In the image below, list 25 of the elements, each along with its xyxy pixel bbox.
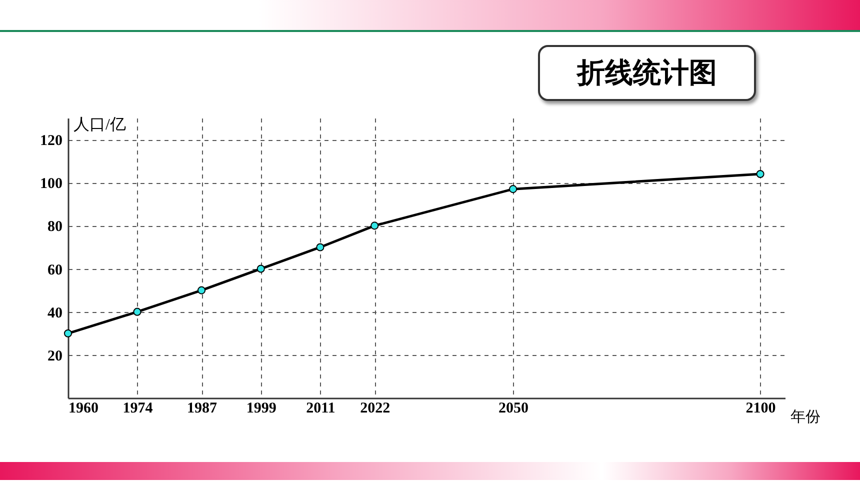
- point: [133, 308, 142, 316]
- y-tick-label: 60: [48, 262, 62, 278]
- x-tick-label: 2011: [306, 400, 336, 416]
- x-tick-label: 1999: [246, 400, 276, 416]
- x-tick-label: 1974: [122, 400, 154, 416]
- point: [756, 170, 764, 178]
- point: [64, 329, 72, 338]
- point: [509, 185, 518, 194]
- y-tick-label: 120: [40, 133, 62, 150]
- y-tick-label: 80: [48, 219, 62, 236]
- x-tick-label: 2100: [746, 400, 776, 416]
- x-tick-label: 2050: [498, 400, 529, 416]
- y-axis-title: 人口/亿: [74, 116, 126, 134]
- x-tick-label: 1960: [68, 400, 98, 416]
- y-tick-label: 20: [48, 348, 62, 364]
- x-tick-label: 1987: [187, 400, 218, 416]
- point: [197, 286, 206, 294]
- x-axis-title: 年份: [790, 408, 820, 426]
- point: [256, 264, 265, 273]
- y-tick-label: 40: [48, 305, 62, 322]
- x-tick-label: 2022: [360, 400, 390, 416]
- chart-title: 折线统计图: [538, 45, 756, 101]
- y-tick-label: 100: [40, 176, 62, 192]
- point: [316, 243, 324, 252]
- point: [370, 222, 379, 230]
